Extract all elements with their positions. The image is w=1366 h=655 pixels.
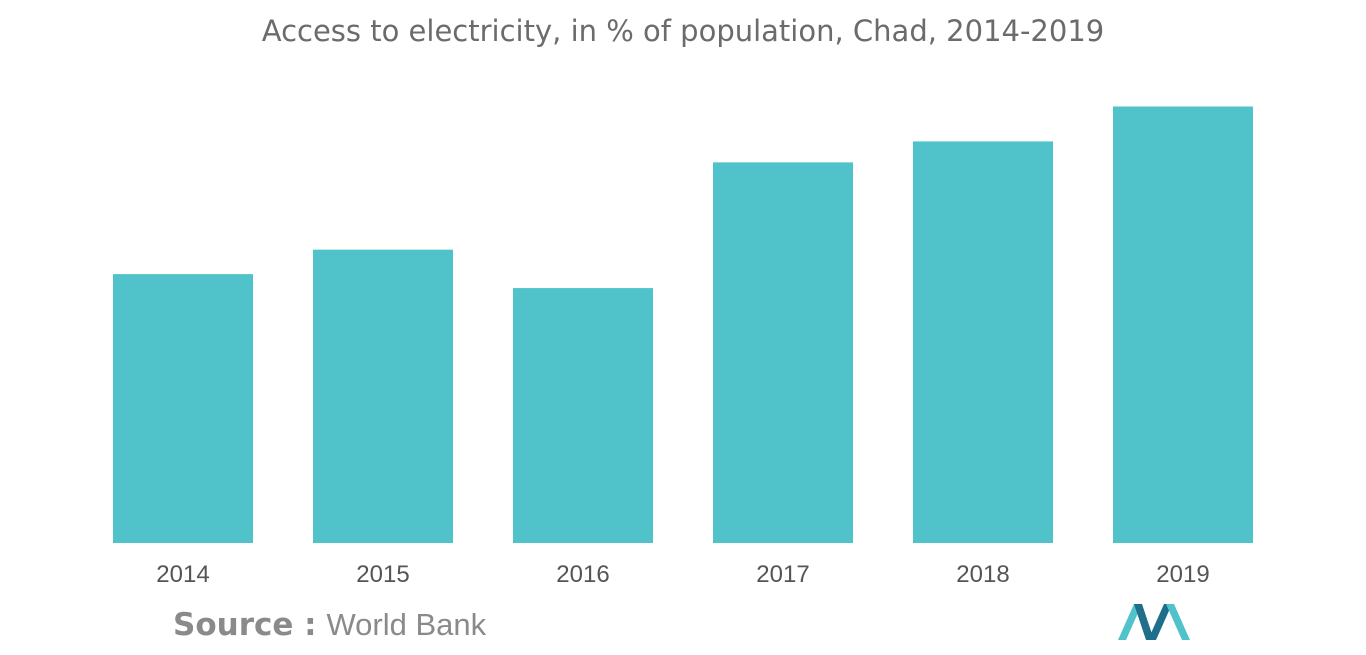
- bar-2019: [1113, 106, 1253, 543]
- x-tick-label-2016: 2016: [556, 561, 609, 588]
- bar-2018: [913, 141, 1053, 543]
- bar-2017: [713, 162, 853, 543]
- x-tick-label-2018: 2018: [956, 561, 1009, 588]
- bars-group: [113, 106, 1253, 543]
- x-tick-label-2017: 2017: [756, 561, 809, 588]
- source-name: World Bank: [326, 607, 487, 642]
- source-prefix: Source :: [173, 607, 317, 643]
- x-tick-label-2014: 2014: [156, 561, 209, 588]
- source-note: Source : World Bank: [173, 607, 486, 643]
- x-axis-ticks: 2014 2015 2016 2017 2018 2019: [156, 561, 1209, 588]
- x-tick-label-2015: 2015: [356, 561, 409, 588]
- bar-2016: [513, 288, 653, 543]
- bar-2014: [113, 274, 253, 543]
- bar-2015: [313, 249, 453, 543]
- chart-title: Access to electricity, in % of populatio…: [261, 14, 1105, 48]
- mordor-intelligence-logo-icon: [1118, 604, 1190, 640]
- bar-chart: 2014 2015 2016 2017 2018 2019: [113, 106, 1253, 588]
- x-tick-label-2019: 2019: [1156, 561, 1209, 588]
